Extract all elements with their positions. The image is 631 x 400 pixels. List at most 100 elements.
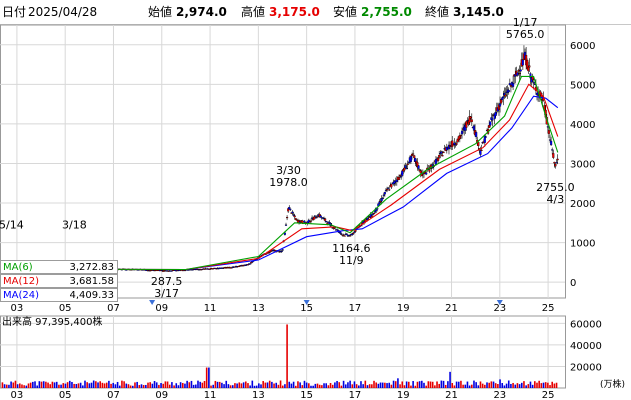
volume-bar <box>112 382 115 388</box>
volume-bar <box>40 381 43 388</box>
volume-x-tick-label: 03 <box>11 390 24 400</box>
price-annotation: 5765.0 <box>506 28 545 41</box>
volume-bar <box>303 380 306 388</box>
volume-x-tick-label: 23 <box>493 390 506 400</box>
volume-bar <box>86 382 88 388</box>
price-annotation: 5/14 <box>0 219 24 232</box>
volume-bar <box>73 383 75 388</box>
volume-bar <box>403 385 406 388</box>
volume-bar <box>95 381 97 388</box>
candle-body <box>292 214 295 216</box>
volume-bar <box>140 384 143 388</box>
volume-bar <box>479 381 482 388</box>
candle-body <box>512 83 515 87</box>
price-annotation: 4/3 <box>546 193 564 206</box>
candle-body <box>390 184 393 188</box>
volume-bar <box>160 383 162 388</box>
volume-bar <box>173 385 175 388</box>
volume-bar <box>555 382 558 388</box>
candle-body <box>477 141 480 147</box>
volume-bar <box>216 381 219 388</box>
volume-bar <box>90 382 93 388</box>
candle-body <box>521 59 524 66</box>
candle-body <box>409 156 413 162</box>
volume-bar <box>244 381 247 388</box>
volume-bar <box>231 385 234 388</box>
volume-bar <box>414 385 417 388</box>
volume-bar <box>379 382 382 388</box>
open-label: 始値 <box>148 5 173 19</box>
volume-bar <box>512 382 514 388</box>
low-value: 2,755.0 <box>361 5 412 19</box>
volume-bar <box>288 381 291 388</box>
volume-bar <box>218 381 221 388</box>
volume-bar <box>203 380 206 388</box>
volume-bar <box>166 381 169 388</box>
volume-bar <box>18 383 21 388</box>
volume-bar <box>134 382 136 388</box>
volume-bar <box>262 381 264 388</box>
candle-body <box>291 211 294 214</box>
volume-x-tick-label: 13 <box>252 390 265 400</box>
volume-bar <box>136 381 138 388</box>
volume-bar <box>23 385 25 388</box>
volume-bar <box>401 381 404 388</box>
volume-bar <box>186 380 188 388</box>
candle-body <box>527 66 530 72</box>
candle-body <box>508 83 511 86</box>
volume-bar <box>297 381 299 388</box>
volume-bar <box>62 383 65 388</box>
price-tick-label: 0 <box>570 278 576 289</box>
price-tick-label: 4000 <box>570 120 595 131</box>
candle-body <box>383 191 386 195</box>
volume-x-tick-label: 09 <box>155 390 168 400</box>
volume-bar <box>221 382 223 388</box>
volume-bar <box>377 383 380 388</box>
volume-bar <box>407 381 410 388</box>
ma6-line <box>2 75 559 271</box>
candle-body <box>309 220 313 222</box>
volume-bar <box>45 381 47 388</box>
volume-bar <box>507 380 510 388</box>
volume-bar <box>199 381 201 388</box>
volume-bar <box>514 384 517 388</box>
price-annotation: 11/9 <box>339 254 364 267</box>
volume-bar <box>53 382 56 388</box>
volume-bar <box>36 385 38 388</box>
volume-bar <box>312 385 314 388</box>
volume-bar <box>127 384 130 388</box>
volume-bar <box>381 382 384 388</box>
candle-body <box>308 221 311 223</box>
volume-bar <box>60 384 62 388</box>
volume-bar <box>171 382 173 388</box>
volume-bar <box>423 382 425 388</box>
volume-bar <box>184 383 186 388</box>
candle-body <box>419 170 422 174</box>
volume-bar <box>494 383 497 388</box>
volume-bar <box>227 384 230 388</box>
volume-x-tick-label: 11 <box>204 390 217 400</box>
candle-body <box>382 194 385 196</box>
volume-bar <box>123 381 125 388</box>
candle-body <box>353 231 356 233</box>
candle-body <box>491 118 494 121</box>
candle-body <box>303 220 306 223</box>
volume-bar <box>212 384 215 388</box>
ma12-value: 3,681.58 <box>69 276 114 287</box>
candle-body <box>403 167 406 171</box>
volume-bar <box>542 382 545 388</box>
candle-body <box>442 151 445 154</box>
volume-bar <box>492 381 495 388</box>
candle-body <box>267 252 270 254</box>
volume-bar <box>468 385 471 388</box>
volume-bar <box>549 385 551 388</box>
volume-bar <box>305 382 308 388</box>
candle-body <box>287 208 290 212</box>
volume-bar <box>205 367 208 388</box>
volume-bar <box>455 381 458 388</box>
volume-bar <box>42 381 45 388</box>
volume-bar <box>138 385 141 388</box>
candle-body <box>395 179 398 182</box>
volume-bar <box>344 384 347 388</box>
volume-bar <box>49 384 52 388</box>
